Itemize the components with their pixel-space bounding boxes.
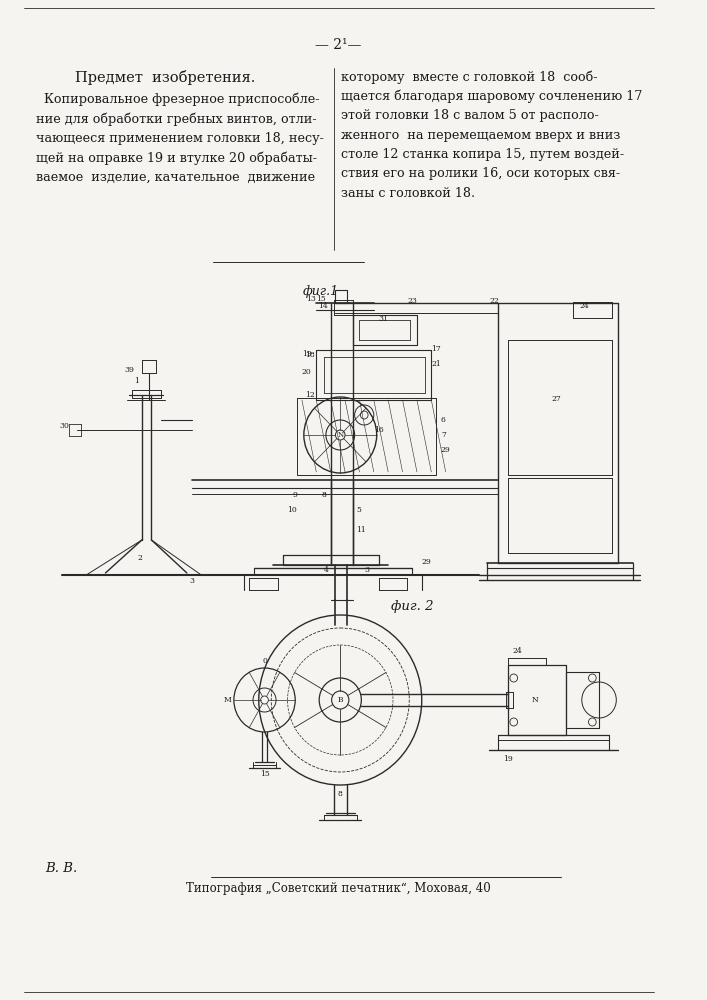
- Text: 12: 12: [305, 391, 315, 399]
- Text: заны с головкой 18.: заны с головкой 18.: [341, 187, 475, 200]
- Text: которому  вместе с головкой 18  сооб-: которому вместе с головкой 18 сооб-: [341, 70, 597, 84]
- Text: 10: 10: [287, 506, 297, 514]
- Text: B: B: [337, 696, 343, 704]
- Text: 13: 13: [306, 295, 316, 303]
- Text: 19: 19: [302, 350, 312, 358]
- Text: 5: 5: [356, 506, 361, 514]
- Text: фиг. 2: фиг. 2: [391, 600, 433, 613]
- Text: 7: 7: [441, 431, 446, 439]
- Text: 39: 39: [124, 366, 134, 374]
- Text: 18: 18: [305, 351, 315, 359]
- Text: 17: 17: [431, 345, 441, 353]
- Text: 2: 2: [137, 554, 142, 562]
- Text: 9: 9: [292, 491, 297, 499]
- Text: N: N: [532, 696, 538, 704]
- Text: 27: 27: [551, 395, 561, 403]
- Text: фиг.1: фиг.1: [303, 285, 339, 298]
- Text: этой головки 18 с валом 5 от располо-: этой головки 18 с валом 5 от располо-: [341, 109, 599, 122]
- Text: 19: 19: [503, 755, 513, 763]
- Text: щается благодаря шаровому сочленению 17: щается благодаря шаровому сочленению 17: [341, 90, 643, 103]
- Text: 22: 22: [490, 297, 499, 305]
- Text: N: N: [337, 431, 344, 439]
- Text: 23: 23: [407, 297, 417, 305]
- Text: 3: 3: [189, 577, 194, 585]
- Text: 3: 3: [364, 566, 369, 574]
- Text: 24: 24: [580, 302, 590, 310]
- Text: 6: 6: [441, 416, 446, 424]
- Text: 15: 15: [316, 295, 326, 303]
- Text: ствия его на ролики 16, оси которых свя-: ствия его на ролики 16, оси которых свя-: [341, 167, 620, 180]
- Text: ние для обработки гребных винтов, отли-: ние для обработки гребных винтов, отли-: [37, 112, 317, 126]
- Text: щей на оправке 19 и втулке 20 обрабаты-: щей на оправке 19 и втулке 20 обрабаты-: [37, 151, 317, 165]
- Text: чающееся применением головки 18, несу-: чающееся применением головки 18, несу-: [37, 132, 325, 145]
- Text: женного  на перемещаемом вверх и вниз: женного на перемещаемом вверх и вниз: [341, 128, 621, 141]
- Text: 8: 8: [338, 790, 343, 798]
- Text: Копировальное фрезерное приспособле-: Копировальное фрезерное приспособле-: [37, 93, 320, 106]
- Text: 21: 21: [431, 360, 441, 368]
- Text: Предмет  изобретения.: Предмет изобретения.: [75, 70, 255, 85]
- Text: B. B.: B. B.: [45, 862, 77, 875]
- Text: 29: 29: [441, 446, 450, 454]
- Text: ваемое  изделие, качательное  движение: ваемое изделие, качательное движение: [37, 171, 315, 184]
- Text: 0: 0: [262, 657, 267, 665]
- Text: 1: 1: [134, 377, 139, 385]
- Text: 30: 30: [59, 422, 69, 430]
- Text: 16: 16: [374, 426, 384, 434]
- Text: 29: 29: [422, 558, 431, 566]
- Text: 4: 4: [323, 566, 328, 574]
- Text: M: M: [223, 696, 231, 704]
- Text: 8: 8: [321, 491, 326, 499]
- Text: — 2¹—: — 2¹—: [315, 38, 361, 52]
- Text: 20: 20: [302, 368, 312, 376]
- Text: Типография „Советский печатник“, Моховая, 40: Типография „Советский печатник“, Моховая…: [186, 882, 491, 895]
- Text: 15: 15: [259, 770, 269, 778]
- Text: 11: 11: [356, 526, 366, 534]
- Text: 31: 31: [378, 315, 388, 323]
- Text: 24: 24: [513, 647, 522, 655]
- Text: 14: 14: [318, 302, 328, 310]
- Text: столе 12 станка копира 15, путем воздей-: столе 12 станка копира 15, путем воздей-: [341, 148, 624, 161]
